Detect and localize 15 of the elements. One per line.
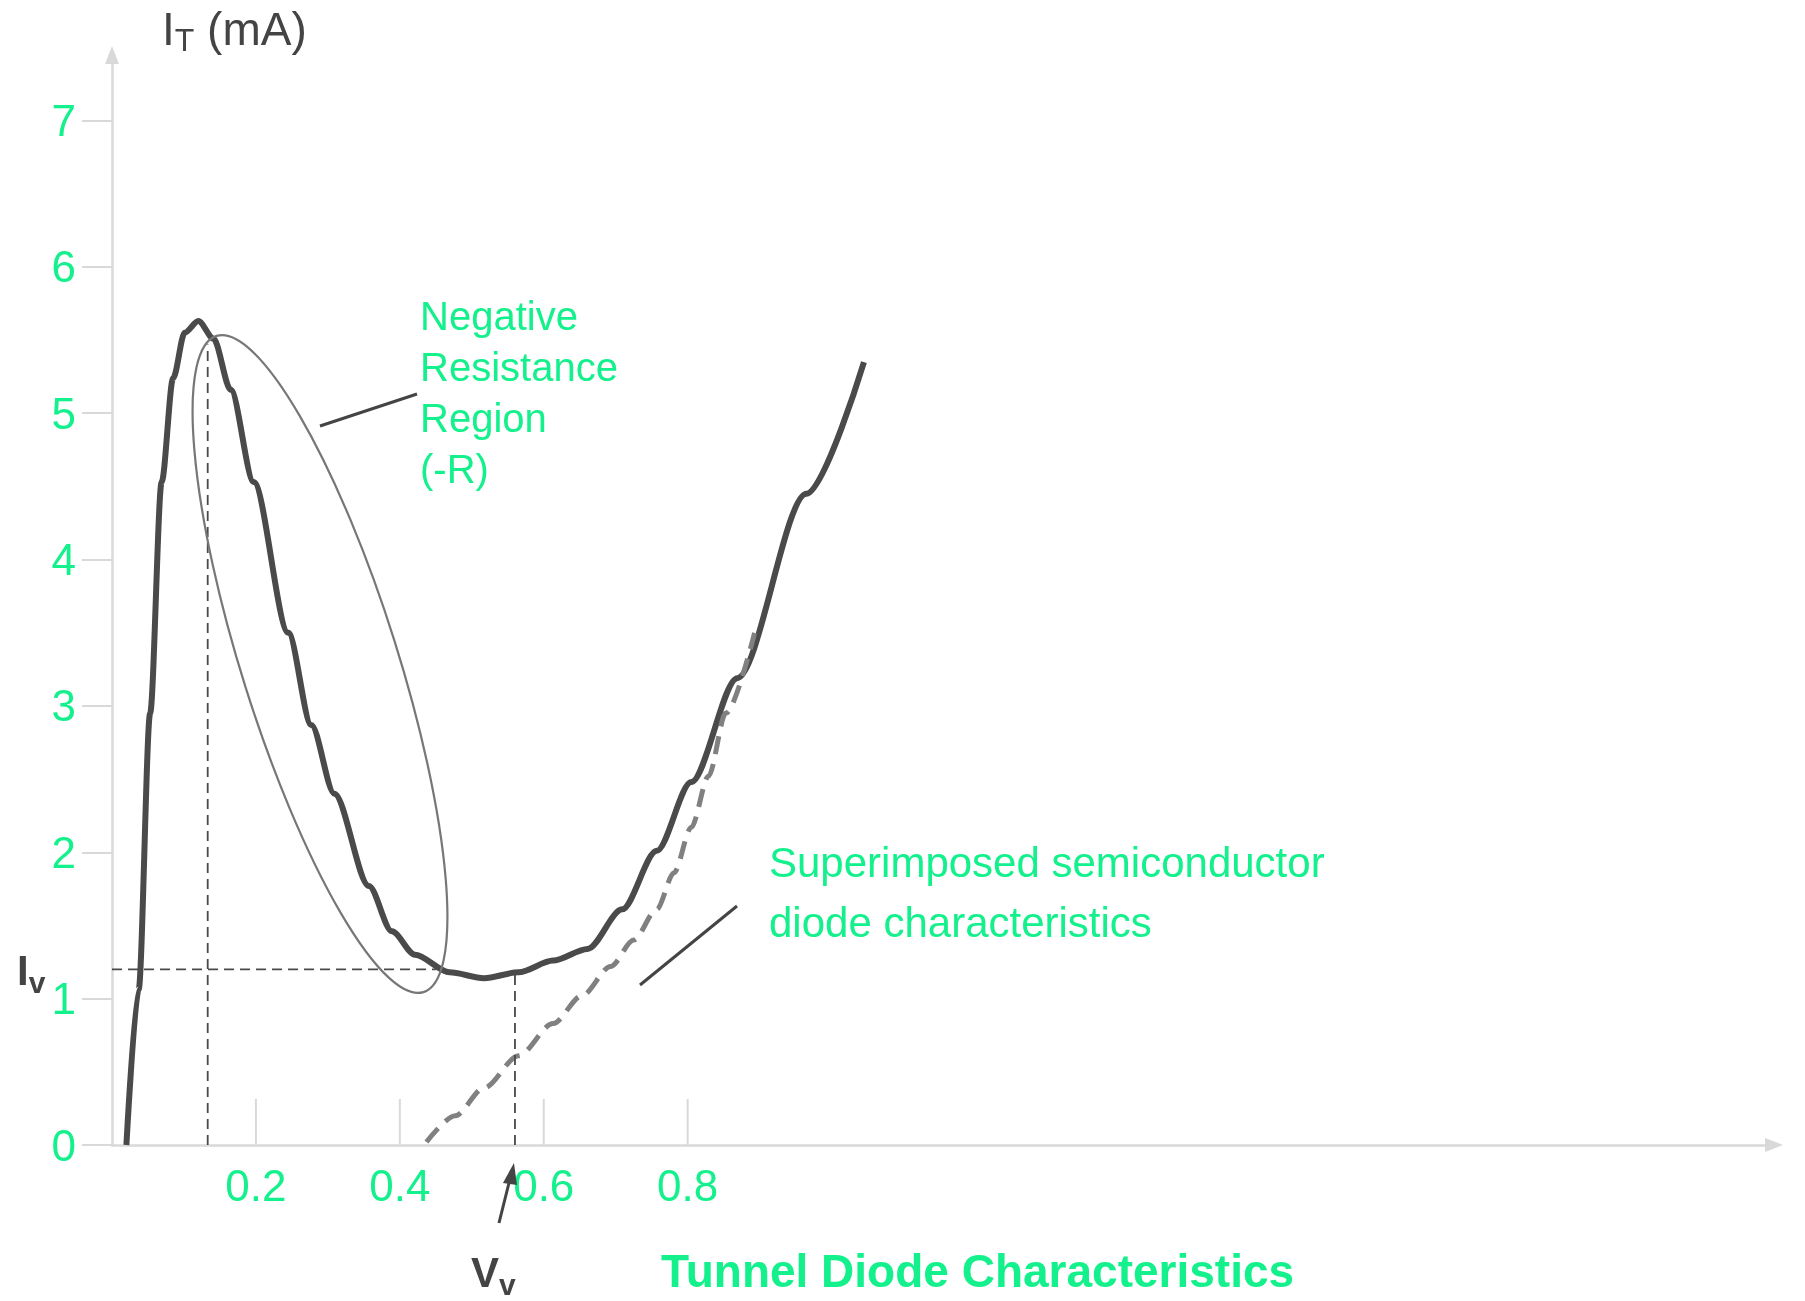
annotation: Superimposed semiconductor diode characteristics: [769, 838, 1325, 946]
x-tick-label: 0.6: [513, 1160, 575, 1210]
y-tick-label: 4: [51, 535, 76, 585]
x-tick-label: 0.2: [225, 1160, 287, 1210]
x-tick-label: 0.8: [657, 1160, 719, 1210]
y-tick-label: 7: [51, 96, 76, 146]
y-tick-label: 6: [51, 242, 76, 292]
annotation: Negative Resistance Region (-R): [420, 293, 618, 491]
text: Tunnel Diode Characteristics: [661, 1245, 1295, 1297]
y-tick-label: 2: [51, 827, 76, 877]
y-tick-label: 1: [51, 974, 76, 1024]
y-tick-label: 5: [51, 388, 76, 438]
y-tick-label: 0: [51, 1120, 76, 1170]
y-tick-label: 3: [51, 681, 76, 731]
x-tick-label: 0.4: [369, 1160, 431, 1210]
